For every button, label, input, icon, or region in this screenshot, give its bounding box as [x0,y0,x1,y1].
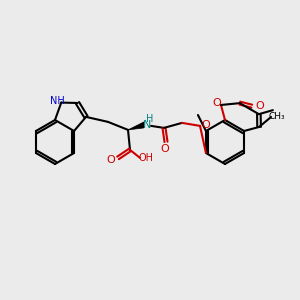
Polygon shape [128,122,144,130]
Text: O: O [213,98,221,108]
Text: O: O [202,120,210,130]
Text: N: N [143,120,151,130]
Text: O: O [160,144,169,154]
Text: CH₃: CH₃ [269,112,285,122]
Text: O: O [106,155,116,165]
Text: NH: NH [50,96,64,106]
Text: O: O [255,101,264,111]
Text: H: H [146,114,154,124]
Text: OH: OH [139,153,154,163]
